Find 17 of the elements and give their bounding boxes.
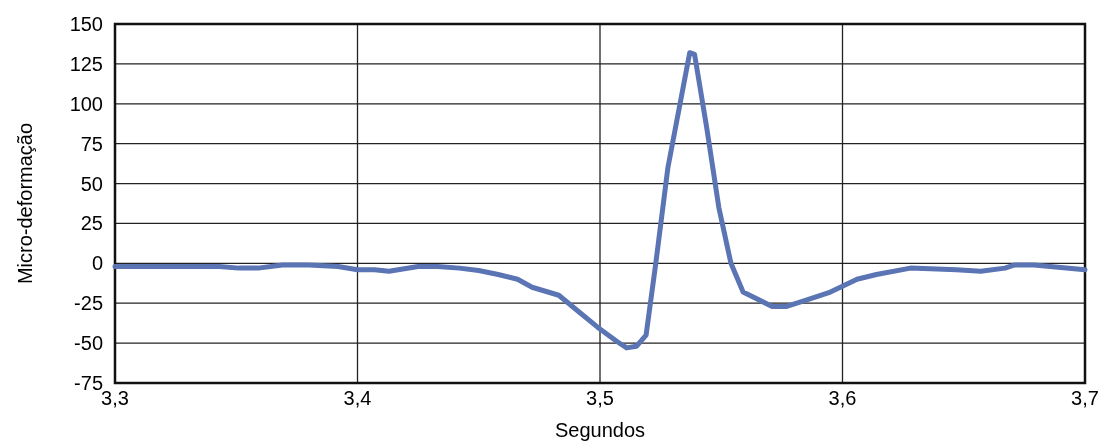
y-tick-label: -50: [74, 332, 103, 355]
y-tick-label: 50: [80, 172, 103, 195]
y-tick-label: 25: [80, 212, 103, 235]
y-tick-label: 100: [69, 92, 103, 115]
x-tick-label: 3,3: [101, 387, 129, 409]
y-tick-label: 150: [69, 13, 103, 35]
y-tick-label: 75: [80, 132, 103, 155]
x-tick-label: 3,4: [343, 387, 372, 409]
x-tick-label: 3,6: [828, 387, 857, 409]
y-tick-label: 125: [69, 52, 103, 75]
y-tick-label: 0: [91, 252, 103, 275]
y-tick-label: -25: [74, 292, 103, 315]
x-tick-label: 3,5: [586, 387, 614, 409]
x-tick-label: 3,7: [1071, 387, 1099, 409]
y-axis-title: Micro-deformação: [14, 122, 36, 285]
y-tick-label: -75: [74, 372, 103, 394]
x-axis-title: Segundos: [554, 419, 646, 441]
